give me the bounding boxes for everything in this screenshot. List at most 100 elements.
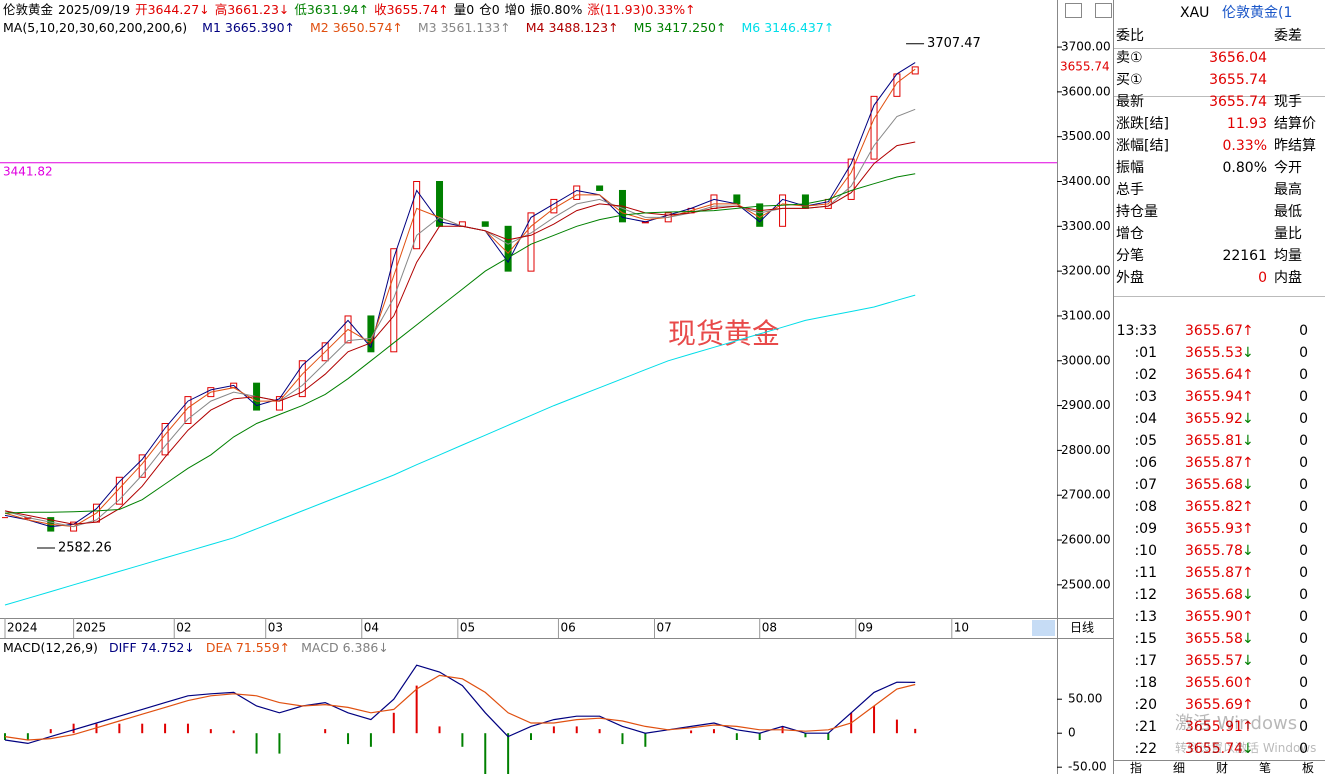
y-tick-label: 3100.00 bbox=[1061, 308, 1111, 322]
header-item: 收3655.74↑ bbox=[374, 2, 449, 17]
quote-label: 今开 bbox=[1274, 160, 1302, 176]
candle bbox=[779, 194, 787, 227]
x-tick-label: 02 bbox=[176, 621, 191, 635]
legend-name: M4 bbox=[525, 20, 545, 35]
tick-dir: ↑ bbox=[1242, 499, 1254, 515]
tick-volume: 0 bbox=[1299, 345, 1308, 361]
panel-tab[interactable]: 细 bbox=[1173, 761, 1186, 775]
x-tick-label: 10 bbox=[954, 621, 969, 635]
tick-volume: 0 bbox=[1299, 697, 1308, 713]
level-label: 3441.82 bbox=[3, 164, 53, 178]
candle bbox=[911, 66, 919, 75]
tick-time: :09 bbox=[1134, 521, 1157, 537]
panel-tab[interactable]: 笔 bbox=[1259, 761, 1272, 775]
tick-volume: 0 bbox=[1299, 499, 1308, 515]
tick-dir: ↑ bbox=[1242, 323, 1254, 339]
y-tick-label: 2600.00 bbox=[1061, 533, 1111, 547]
header-item: 2025/09/19 bbox=[58, 2, 131, 17]
quote-label: 卖① bbox=[1116, 50, 1143, 66]
tick-time: :20 bbox=[1134, 697, 1157, 713]
legend-value: 3650.574↑ bbox=[332, 20, 403, 35]
candle bbox=[413, 181, 421, 250]
candle bbox=[184, 396, 192, 425]
candle bbox=[115, 476, 123, 505]
y-tick-label: 2900.00 bbox=[1061, 398, 1111, 412]
tick-time: :15 bbox=[1134, 631, 1157, 647]
tick-dir: ↓ bbox=[1242, 477, 1254, 493]
tick-time: :04 bbox=[1134, 411, 1157, 427]
quote-label: 委差 bbox=[1274, 28, 1302, 44]
tick-volume: 0 bbox=[1299, 433, 1308, 449]
header-item: 伦敦黄金 bbox=[3, 2, 54, 17]
tick-time: :06 bbox=[1134, 455, 1157, 471]
legend-value: 3417.250↑ bbox=[656, 20, 727, 35]
quote-label: 最低 bbox=[1274, 204, 1302, 220]
y-tick-label: 2500.00 bbox=[1061, 577, 1111, 591]
tick-price: 3655.94 bbox=[1185, 389, 1243, 405]
header-item: 量0 bbox=[453, 2, 475, 17]
legend-value: 3488.123↑ bbox=[548, 20, 619, 35]
legend-value: 3146.437↑ bbox=[764, 20, 835, 35]
panel-tab[interactable]: 指 bbox=[1130, 761, 1143, 775]
y-tick-label: 50.00 bbox=[1068, 692, 1102, 706]
window-button[interactable] bbox=[1065, 3, 1082, 18]
legend-name: M3 bbox=[417, 20, 437, 35]
tick-price: 3655.57 bbox=[1185, 653, 1243, 669]
tick-time: :03 bbox=[1134, 389, 1157, 405]
tick-volume: 0 bbox=[1299, 631, 1308, 647]
quote-value: 11.93 bbox=[1226, 116, 1267, 132]
quote-value: 3655.74 bbox=[1209, 72, 1267, 88]
tick-price: 3655.64 bbox=[1185, 367, 1243, 383]
tick-price: 3655.53 bbox=[1185, 345, 1243, 361]
header-item: 开3644.27↓ bbox=[135, 2, 210, 17]
tick-dir: ↑ bbox=[1242, 675, 1254, 691]
quote-value: 0.33% bbox=[1222, 138, 1267, 154]
legend-name: DEA bbox=[205, 640, 232, 655]
candle bbox=[596, 185, 604, 191]
last-price-label: 3655.74 bbox=[1060, 59, 1110, 73]
period-label: 日线 bbox=[1070, 621, 1094, 635]
quote-symbol: XAU bbox=[1180, 5, 1210, 21]
legend-entry: M3 3561.133↑ bbox=[418, 20, 511, 36]
tick-volume: 0 bbox=[1299, 609, 1308, 625]
tick-price: 3655.92 bbox=[1185, 411, 1243, 427]
y-tick-label: 0 bbox=[1068, 726, 1076, 740]
tick-volume: 0 bbox=[1299, 675, 1308, 691]
y-tick-label: 3700.00 bbox=[1061, 40, 1111, 54]
legend-name: M2 bbox=[310, 20, 329, 35]
os-watermark: 激活 Windows bbox=[1175, 713, 1298, 734]
x-tick-label: 06 bbox=[560, 621, 575, 635]
tick-price: 3655.91 bbox=[1185, 719, 1243, 735]
macd-line bbox=[4, 664, 916, 745]
panel-tab[interactable]: 板 bbox=[1302, 761, 1315, 775]
legend-value: 6.386↓ bbox=[342, 640, 389, 655]
tick-dir: ↓ bbox=[1242, 543, 1254, 559]
legend-entry: M4 3488.123↑ bbox=[526, 20, 619, 36]
window-button[interactable] bbox=[1095, 3, 1112, 18]
panel-tab[interactable]: 财 bbox=[1216, 761, 1229, 775]
legend-name: M5 bbox=[633, 20, 653, 35]
legend-entry: M2 3650.574↑ bbox=[310, 20, 403, 36]
tick-time: :08 bbox=[1134, 499, 1157, 515]
quote-label: 均量 bbox=[1274, 248, 1302, 264]
tick-price: 3655.60 bbox=[1185, 675, 1243, 691]
ma-line bbox=[4, 294, 916, 606]
candle bbox=[275, 396, 283, 411]
legend-name: DIFF bbox=[108, 640, 137, 655]
candle bbox=[527, 212, 535, 272]
quote-name: 伦敦黄金(1 bbox=[1222, 5, 1293, 21]
candle bbox=[870, 95, 878, 160]
tick-volume: 0 bbox=[1299, 543, 1308, 559]
legend-entry: M5 3417.250↑ bbox=[634, 20, 727, 36]
tick-volume: 0 bbox=[1299, 367, 1308, 383]
tick-dir: ↑ bbox=[1242, 697, 1254, 713]
y-tick-label: -50.00 bbox=[1068, 760, 1107, 774]
legend-value: 3665.390↑ bbox=[224, 20, 296, 35]
tick-time: :18 bbox=[1134, 675, 1157, 691]
quote-label: 涨跌[结] bbox=[1116, 116, 1169, 132]
tick-price: 3655.90 bbox=[1185, 609, 1243, 625]
legend-value: 3561.133↑ bbox=[440, 20, 511, 35]
tick-time: :07 bbox=[1134, 477, 1157, 493]
tick-dir: ↑ bbox=[1242, 455, 1254, 471]
